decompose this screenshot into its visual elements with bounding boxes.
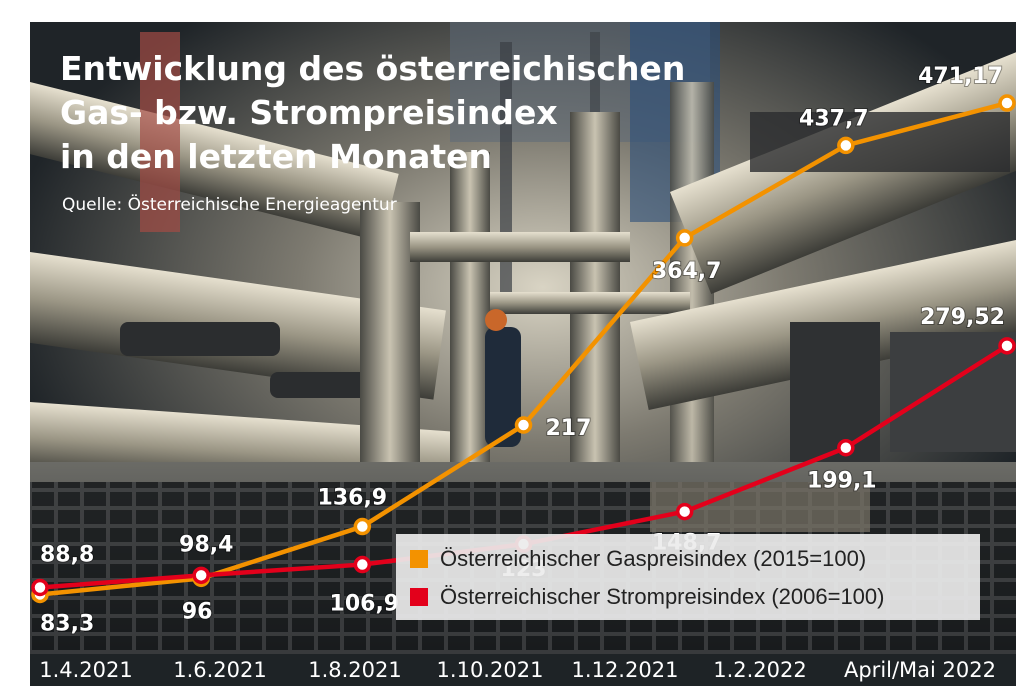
- data-label-strom: 106,9: [330, 592, 400, 617]
- data-point-strom: [353, 555, 372, 574]
- data-label-gas: 136,9: [318, 486, 388, 511]
- data-label-gas: 96: [182, 599, 213, 624]
- data-point-gas: [998, 94, 1016, 112]
- data-label-strom: 199,1: [807, 469, 877, 494]
- data-label-gas: 471,17: [918, 64, 1003, 89]
- data-point-gas: [837, 136, 855, 155]
- legend-swatch-gas: [410, 550, 428, 568]
- data-point-strom: [675, 502, 694, 521]
- legend-item-strom: Österreichischer Strompreisindex (2006=1…: [410, 582, 884, 612]
- data-label-strom: 279,52: [920, 305, 1005, 330]
- legend: Österreichischer Gaspreisindex (2015=100…: [396, 534, 980, 620]
- legend-label-gas: Österreichischer Gaspreisindex (2015=100…: [440, 546, 867, 571]
- series-line-gas: [39, 100, 1008, 597]
- data-point-strom: [837, 438, 855, 457]
- data-point-strom: [31, 578, 49, 597]
- background-photo: [30, 22, 1016, 654]
- data-label-gas: 364,7: [652, 259, 722, 284]
- data-label-gas: 217: [546, 416, 592, 441]
- data-point-gas: [353, 517, 372, 536]
- x-axis-bar: [30, 654, 1016, 686]
- legend-label-strom: Österreichischer Strompreisindex (2006=1…: [440, 584, 885, 609]
- title-line: Entwicklung des österreichischen: [60, 49, 685, 88]
- legend-item-gas: Österreichischer Gaspreisindex (2015=100…: [410, 544, 866, 574]
- legend-swatch-strom: [410, 588, 428, 606]
- data-point-strom: [998, 337, 1016, 355]
- data-point-gas: [514, 416, 533, 434]
- title-line: in den letzten Monaten: [60, 137, 492, 176]
- data-point-gas: [675, 229, 694, 247]
- data-label-gas: 437,7: [799, 106, 869, 131]
- source-text: Quelle: Österreichische Energieagentur: [62, 193, 397, 215]
- data-point-strom: [192, 566, 210, 585]
- data-label-strom: 98,4: [179, 532, 233, 557]
- data-label-strom: 88,8: [40, 542, 94, 567]
- data-label-gas: 83,3: [40, 611, 94, 636]
- chart-title: Entwicklung des österreichischen Gas- bz…: [60, 49, 685, 215]
- title-line: Gas- bzw. Strompreisindex: [60, 93, 558, 132]
